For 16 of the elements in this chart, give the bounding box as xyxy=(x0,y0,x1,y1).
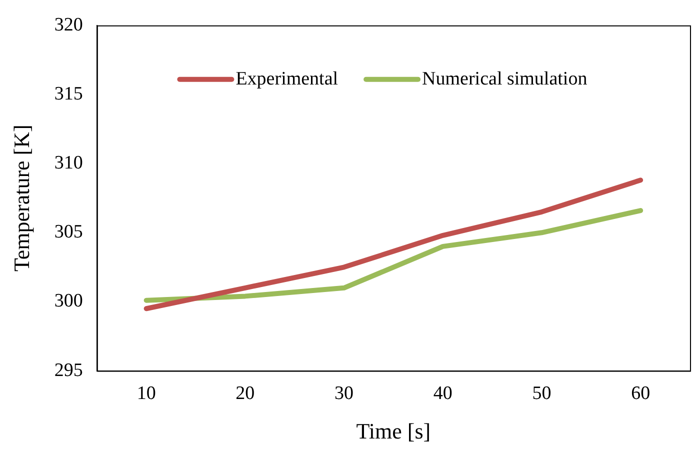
x-tick-label: 30 xyxy=(334,383,354,404)
y-tick-label: 315 xyxy=(54,83,83,104)
x-axis-title: Time [s] xyxy=(356,418,431,444)
y-tick-label: 295 xyxy=(54,360,83,381)
x-tick-label: 40 xyxy=(433,383,452,404)
y-tick-label: 320 xyxy=(54,14,83,36)
y-tick-label: 305 xyxy=(54,222,83,243)
x-tick-label: 10 xyxy=(136,383,156,404)
x-tick-label: 20 xyxy=(236,383,255,404)
legend-label: Numerical simulation xyxy=(422,68,588,90)
legend-label: Experimental xyxy=(236,68,338,90)
y-tick-label: 300 xyxy=(54,290,83,312)
y-tick-label: 310 xyxy=(54,152,83,174)
x-tick-label: 60 xyxy=(631,383,650,404)
y-axis-title: Temperature [K] xyxy=(8,124,34,272)
x-tick-label: 50 xyxy=(532,383,552,404)
